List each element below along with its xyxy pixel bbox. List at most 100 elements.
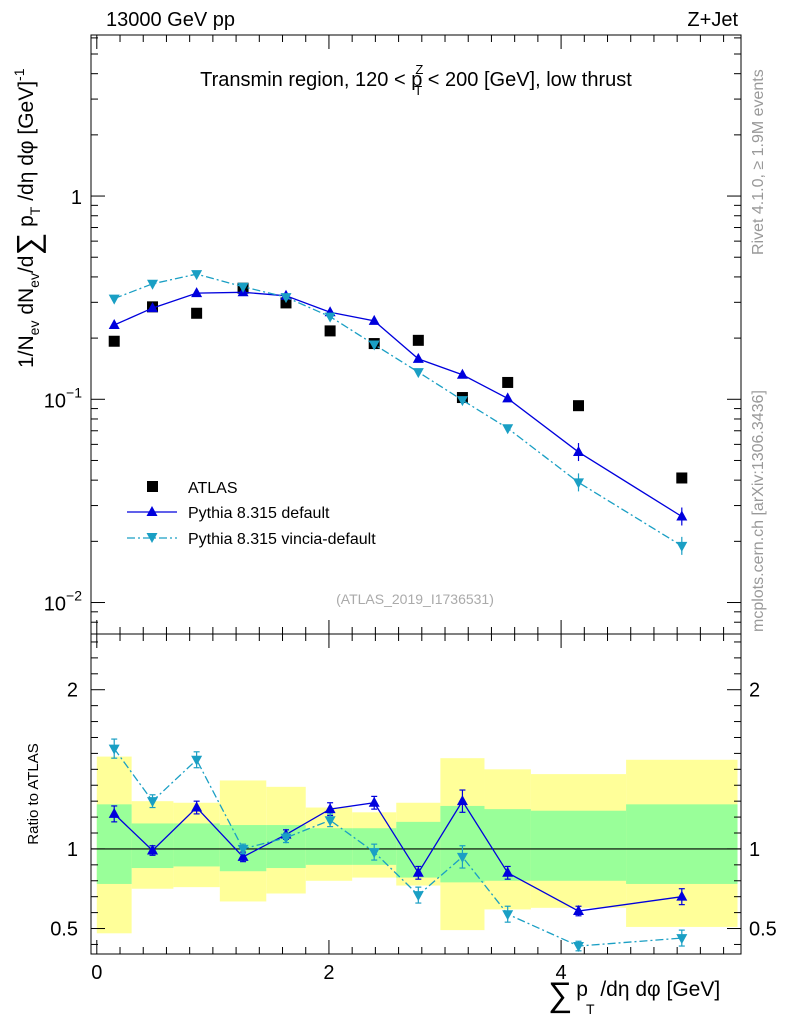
ratio-ylabel: Ratio to ATLAS [25,743,42,844]
legend-marker-pythia-vincia [146,533,158,543]
legend-marker-pythia-default [146,506,158,516]
data-point-series-0 [324,325,336,337]
title-sub: T [414,83,422,98]
data-point-series-2 [676,541,688,552]
ratio-y-tick-label-left: 1 [67,839,78,861]
ylabel-e: /dη dφ [GeV] [15,81,38,207]
data-point-series-1 [573,446,584,457]
ratio-point-series-0 [676,890,688,901]
ylabel-a-sub: ev [26,321,42,336]
ratio-point-series-0 [147,844,159,855]
ylabel-b: dN [15,288,38,321]
ratio-point-series-0 [108,807,120,818]
legend-label-atlas: ATLAS [188,480,238,497]
ratio-y-tick-label-left: 2 [67,680,78,702]
main-ytick-labels: 110−110−2 [44,187,82,615]
title-part-2: < 200 [GeV], low thrust [422,69,632,91]
ratio-plot-frame [90,633,742,955]
data-point-series-2 [147,279,159,290]
main-panel: 110−110−2 Transmin region, 120 < pZ T < 2… [10,34,742,635]
ratio-tick-labels: 2 2 1 1 0.5 0.5 0 2 4 [50,680,777,984]
legend-label-pythia-default: Pythia 8.315 default [188,505,330,522]
data-point-series-2 [573,478,584,489]
ratio-uncertainty-bands [96,756,738,934]
ratio-point-series-0 [191,801,203,812]
rivet-version-label: Rivet 4.1.0, ≥ 1.9M events [750,69,767,255]
ratio-point-series-0 [237,850,249,861]
data-point-series-2 [502,424,514,435]
ratio-point-series-1 [324,816,336,827]
band-stat [173,823,220,867]
band-stat [530,810,627,881]
ratio-point-series-0 [502,866,514,877]
series-line-2 [113,273,683,547]
y-tick-label-base: 1 [71,187,82,209]
ratio-data-marks [108,738,688,953]
x-tick-label: 4 [556,962,567,984]
ylabel-sum: ∑ [10,233,46,256]
data-point-series-0 [191,307,203,319]
xlabel-b: /dη dφ [GeV] [595,978,721,1001]
ratio-point-series-1 [368,848,380,859]
band-stat [626,804,738,884]
xlabel-a-sub: T [586,1001,595,1017]
data-point-series-1 [502,392,514,403]
ratio-series-line-1 [113,748,682,947]
y-tick-label: 10−1 [44,384,82,412]
band-stat [305,828,353,865]
title-part-1: Transmin region, 120 < p [200,69,422,91]
series-line-1 [113,291,683,518]
analysis-watermark: (ATLAS_2019_I1736531) [336,591,494,607]
xlabel-a: p [576,978,588,1001]
mcplots-label: mcplots.cern.ch [arXiv:1306.3436] [750,390,767,632]
data-point-series-2 [368,340,380,351]
ratio-y-tick-label-left: 0.5 [50,919,78,941]
ratio-point-series-0 [412,866,424,877]
data-point-series-1 [412,352,424,363]
ratio-series-line-0 [113,799,682,912]
ratio-point-series-1 [676,934,688,945]
ratio-panel: 2 2 1 1 0.5 0.5 0 2 4 Ratio to ATLAS ∑ p T /dη dφ … [25,633,777,1017]
data-point-series-0 [108,335,120,347]
legend-label-pythia-vincia: Pythia 8.315 vincia-default [188,531,376,548]
title-sup: Z [415,62,423,77]
x-tick-label: 0 [91,962,102,984]
y-tick-label-exponent: −1 [66,384,82,400]
y-tick-label-base: 10 [44,594,66,616]
band-stat [440,805,485,883]
y-tick-label: 1 [71,187,82,209]
data-point-series-0 [412,334,424,346]
ratio-y-tick-label-right: 1 [749,839,760,861]
data-point-series-2 [280,293,292,304]
x-tick-label: 2 [323,962,334,984]
ratio-point-series-1 [280,833,292,844]
ylabel-d: p [15,215,38,233]
ratio-point-series-0 [324,803,336,814]
data-point-series-1 [108,319,120,330]
legend-marker-atlas [147,481,158,492]
ylabel-e-sup: -1 [11,68,27,81]
data-point-series-2 [324,312,336,323]
ratio-xlabel: ∑ p T /dη dφ [GeV] [548,976,720,1017]
xlabel-sum: ∑ [548,976,572,1014]
ratio-point-series-1 [147,797,159,808]
data-point-series-0 [573,400,584,412]
ratio-axis-ticks [91,634,741,954]
ylabel-b-sub: ev [26,273,42,288]
ratio-y-tick-label-right: 0.5 [749,919,777,941]
data-point-series-1 [456,368,468,379]
data-point-series-2 [237,282,249,293]
ratio-point-series-1 [237,844,249,855]
data-point-series-2 [108,294,120,305]
ratio-point-series-0 [456,795,468,806]
data-point-series-2 [456,396,468,407]
energy-label: 13000 GeV pp [106,9,235,31]
data-point-series-0 [502,376,514,388]
main-data-marks [108,270,688,555]
main-ylabel: 1/Nev dNev/d∑ pT /dη dφ [GeV]-1 [10,68,46,368]
process-label: Z+Jet [687,9,738,31]
ratio-point-series-1 [456,852,468,863]
ratio-point-series-1 [573,942,584,953]
ratio-point-series-1 [108,744,120,755]
